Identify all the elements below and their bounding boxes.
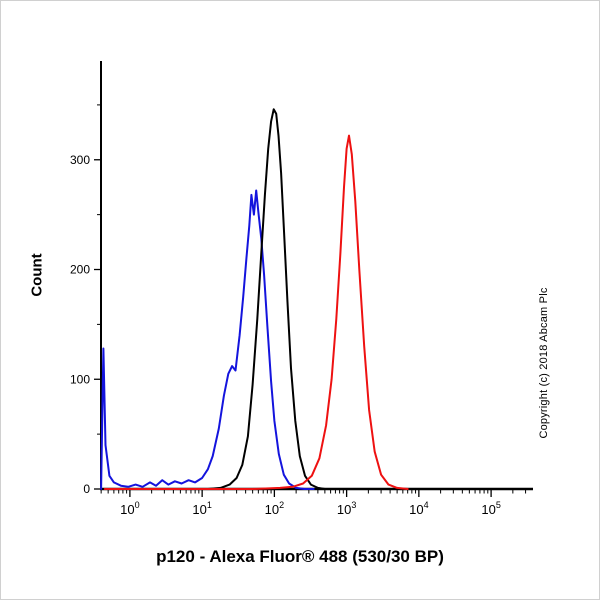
y-axis-label: Count: [28, 253, 46, 297]
curve-red-histogram: [103, 134, 409, 490]
series-curves: [100, 108, 409, 490]
y-tick-label: 0: [83, 482, 90, 496]
y-tick-label: 200: [70, 263, 90, 277]
copyright-text: Copyright (c) 2018 Abcam Plc: [538, 287, 550, 439]
x-tick-label: 100: [120, 500, 139, 517]
y-tick-label: 100: [70, 372, 90, 386]
x-axis: 100 101 102 103 104 105: [100, 487, 533, 517]
x-tick-label: 103: [337, 500, 356, 517]
chart-title: p120 - Alexa Fluor® 488 (530/30 BP): [156, 547, 444, 566]
curve-blue-histogram: [100, 189, 315, 490]
curve-black-histogram: [206, 108, 326, 490]
x-tick-label: 101: [192, 500, 211, 517]
x-tick-label: 104: [409, 500, 428, 517]
y-tick-label: 300: [70, 153, 90, 167]
x-tick-label: 102: [265, 500, 284, 517]
y-axis: 0 100 200 300: [70, 61, 102, 496]
histogram-plot: 100 101 102 103 104 105 0 100 200 300: [70, 61, 533, 517]
x-tick-label: 105: [481, 500, 500, 517]
